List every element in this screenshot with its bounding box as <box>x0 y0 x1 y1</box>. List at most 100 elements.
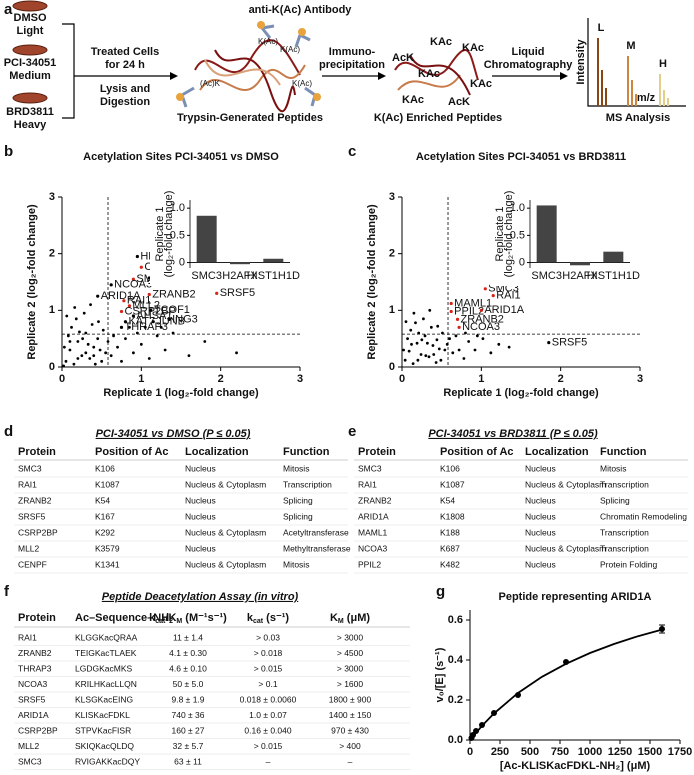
table-cell: K292 <box>95 527 115 537</box>
header-part: Protein <box>18 612 56 624</box>
point <box>235 351 238 355</box>
table-header: Localization <box>185 446 249 458</box>
point <box>109 354 113 358</box>
peak-group <box>597 38 607 106</box>
sample-label: BRD3811 <box>6 106 54 118</box>
peak-group <box>659 74 669 106</box>
step-label: precipitation <box>319 59 385 71</box>
table-cell: > 0.015 <box>254 663 283 673</box>
point <box>64 359 68 363</box>
bar <box>263 258 284 263</box>
y-tick-label: 0.6 <box>448 614 463 626</box>
table-header: kcat/KM (M⁻¹s⁻¹) <box>149 612 227 625</box>
point <box>491 710 497 716</box>
table-cell: RAI1 <box>358 479 377 489</box>
point <box>159 325 163 329</box>
point <box>86 342 90 346</box>
panel-label: d <box>4 423 13 440</box>
labeled-point <box>122 299 126 303</box>
table-cell: > 0.015 <box>254 741 283 751</box>
bead <box>313 93 321 101</box>
table-cell: Splicing <box>283 511 313 521</box>
table-cell: KLGGKacQRAA <box>75 632 138 642</box>
point <box>407 349 411 353</box>
table-cell: SKIQKacQLDQ <box>75 741 134 751</box>
labeled-point <box>215 291 219 295</box>
table-header: kcat (s⁻¹) <box>247 612 290 625</box>
strand <box>397 74 461 91</box>
table-cell: K106 <box>95 463 115 473</box>
point <box>84 331 88 335</box>
point <box>429 325 433 329</box>
point <box>419 353 423 356</box>
antibody-tag: K(Ac) <box>280 45 300 54</box>
y-tick-label: 0 <box>389 361 395 373</box>
kac-tag: AcK <box>392 52 414 64</box>
table-cell: Nucleus & Cytoplasm <box>185 479 266 489</box>
table-header: Function <box>283 446 330 458</box>
point <box>441 331 444 335</box>
labeled-point <box>147 292 151 297</box>
point <box>106 340 110 343</box>
table-cell: > 0.018 <box>254 648 283 658</box>
table-cell: 970 ± 430 <box>331 725 369 735</box>
inset-background <box>150 194 296 286</box>
table-cell: Nucleus <box>525 527 556 537</box>
point <box>422 317 425 321</box>
table-cell: LGDGKacMKS <box>75 663 132 673</box>
header-part: K <box>330 612 338 624</box>
point <box>411 362 415 365</box>
x-tick-label: H2AFX <box>562 270 598 282</box>
table-cell: – <box>266 756 271 766</box>
table-title: Peptide Deacetylation Assay (in vitro) <box>102 591 299 603</box>
table-cell: 1400 ± 150 <box>329 710 372 720</box>
chart-title: Acetylation Sites PCI-34051 vs BRD3811 <box>416 151 626 163</box>
point <box>416 358 420 362</box>
x-tick-label: HIST1H1D <box>247 270 300 282</box>
point <box>82 311 86 315</box>
point <box>132 351 135 355</box>
labeled-point <box>139 265 143 269</box>
point <box>436 324 440 328</box>
point <box>96 337 100 341</box>
enriched-peptides <box>394 49 479 96</box>
table-cell: Transcription <box>283 479 332 489</box>
kac-tag: KAc <box>430 36 452 48</box>
table-header: Protein <box>358 446 396 458</box>
table-cell: Transcription <box>600 527 649 537</box>
point <box>497 342 501 346</box>
table-cell: ZRANB2 <box>18 495 52 505</box>
panel-label: a <box>4 1 13 18</box>
point <box>203 340 207 343</box>
point <box>479 722 485 728</box>
table-header: Position of Ac <box>95 446 169 458</box>
labeled-point <box>131 314 135 318</box>
table-cell: 740 ± 36 <box>171 710 204 720</box>
x-tick-label: HIST1H1D <box>587 270 640 282</box>
labeled-point <box>167 317 171 321</box>
x-tick-label: 0 <box>399 373 405 385</box>
table-cell: – <box>348 756 353 766</box>
point <box>89 303 92 307</box>
table-cell: K687 <box>440 543 460 553</box>
strand <box>199 64 306 91</box>
point <box>563 659 569 665</box>
table-cell: SMC3 <box>18 463 42 473</box>
header-part: M <box>338 618 344 625</box>
labeled-point <box>457 325 461 329</box>
table-cell: 4.1 ± 0.30 <box>169 648 207 658</box>
sample-label: PCI-34051 <box>4 57 57 69</box>
table-cell: SMC3 <box>358 463 382 473</box>
stage-label: K(Ac) Enriched Peptides <box>374 112 502 124</box>
point <box>81 337 85 341</box>
table-cell: KLISKacFDKL <box>75 710 130 720</box>
y-axis-label: v₀/[E] (s⁻¹) <box>434 647 446 702</box>
point <box>448 337 451 341</box>
table-cell: > 1600 <box>337 679 364 689</box>
kac-tag: KAc <box>402 94 424 106</box>
bracket-arrow <box>62 23 170 119</box>
point <box>104 351 108 355</box>
kac-tag: AcK <box>448 96 470 108</box>
table-cell: Protein Folding <box>600 559 657 569</box>
